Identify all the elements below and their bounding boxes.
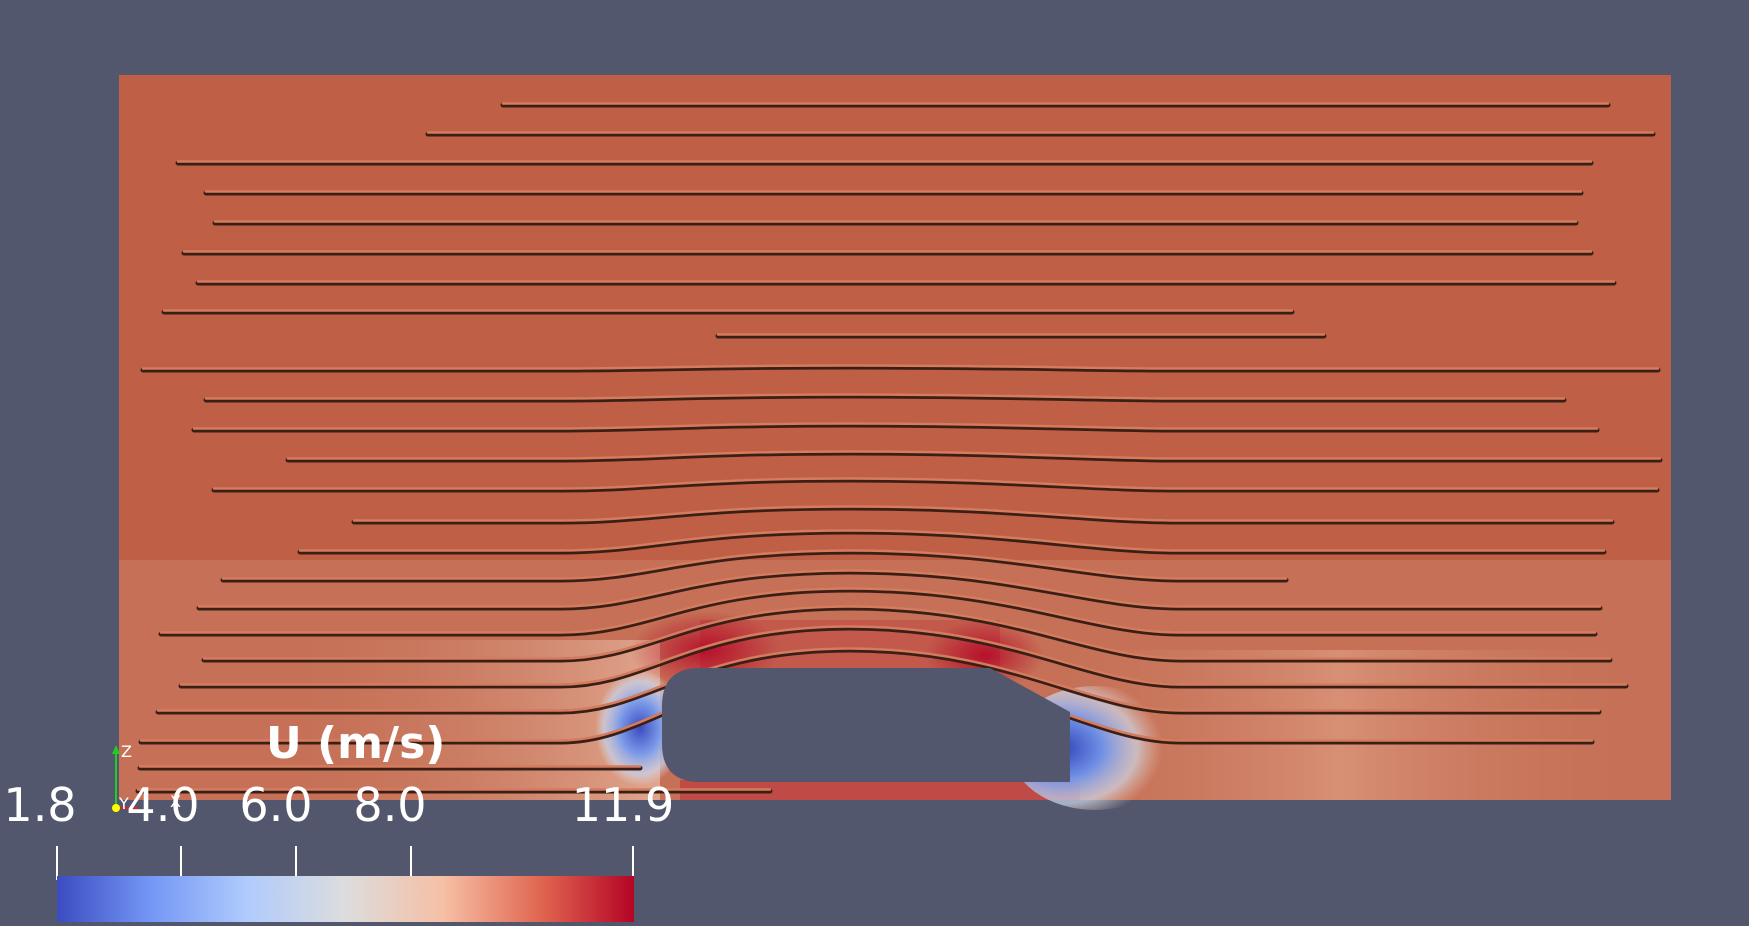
legend-tick-mark xyxy=(410,846,412,880)
streamline-shadow xyxy=(203,393,1567,403)
streamline-shadow xyxy=(178,625,1629,689)
legend-tick-mark xyxy=(295,846,297,880)
streamline xyxy=(141,364,1660,370)
axis-x-label: X xyxy=(170,792,181,811)
legend-tick-mark xyxy=(632,846,634,880)
legend-title: U (m/s) xyxy=(266,718,446,769)
streamline xyxy=(179,625,1628,686)
streamline xyxy=(212,477,1659,490)
vehicle-body xyxy=(662,668,1070,782)
streamline xyxy=(221,549,1288,580)
streamline xyxy=(156,647,1601,712)
streamline-shadow xyxy=(297,529,1607,555)
streamline xyxy=(286,450,1662,460)
legend-tick-label: 8.0 xyxy=(353,778,427,832)
streamline xyxy=(352,505,1614,522)
streamline-shadow xyxy=(211,477,1660,493)
streamline-shadow xyxy=(351,505,1615,525)
streamline xyxy=(192,422,1599,430)
streamline xyxy=(298,529,1606,552)
streamline-shadow xyxy=(285,450,1663,463)
legend-tick-label: 1.8 xyxy=(3,778,77,832)
streamline-shadow xyxy=(220,549,1289,583)
streamline xyxy=(197,569,1602,608)
streamline xyxy=(159,587,1597,634)
legend-tick-mark xyxy=(56,846,58,880)
colorbar xyxy=(57,876,634,922)
streamlines xyxy=(135,102,1663,794)
axes-triad-icon xyxy=(112,745,138,812)
streamline-shadow xyxy=(155,647,1602,715)
streamline-shadow xyxy=(191,422,1600,433)
legend-tick-label: 4.0 xyxy=(126,778,200,832)
legend-tick-label: 6.0 xyxy=(239,778,313,832)
axis-z-label: Z xyxy=(121,742,132,761)
streamline-shadow xyxy=(140,364,1661,373)
orientation-axes: Z Y X xyxy=(104,742,181,813)
legend-tick-label: 11.9 xyxy=(571,778,675,832)
underbody-jet xyxy=(680,780,1080,800)
streamline xyxy=(202,605,1612,660)
streamline xyxy=(204,393,1566,400)
streamline-shadow xyxy=(158,587,1598,637)
streamline-shadow xyxy=(196,569,1603,611)
axis-y-label: Y xyxy=(119,794,129,813)
legend-tick-mark xyxy=(180,846,182,880)
streamline-shadow xyxy=(201,605,1613,663)
